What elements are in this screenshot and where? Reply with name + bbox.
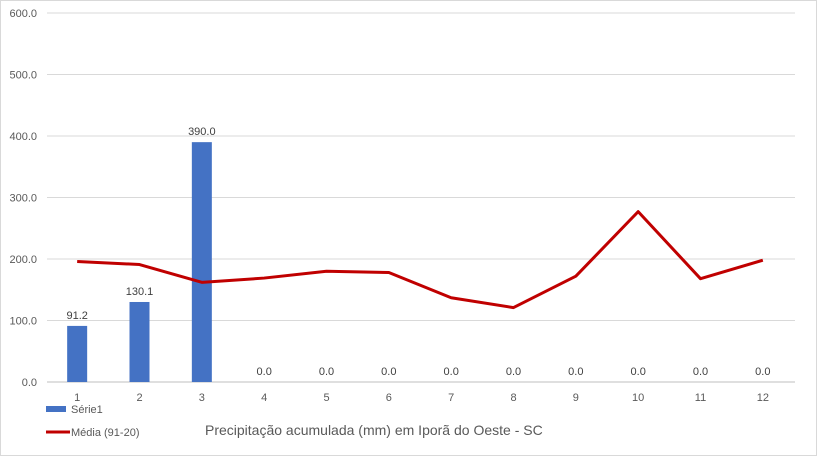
y-tick-label: 300.0 — [9, 193, 37, 205]
y-tick-label: 400.0 — [9, 131, 37, 143]
x-tick-label: 8 — [510, 392, 516, 404]
bar-data-label: 0.0 — [693, 366, 708, 378]
bar — [191, 142, 212, 382]
y-tick-label: 0.0 — [22, 377, 37, 389]
x-tick-label: 5 — [323, 392, 329, 404]
chart-caption: Precipitação acumulada (mm) em Iporã do … — [205, 422, 543, 438]
x-tick-label: 11 — [695, 392, 706, 404]
bar — [67, 325, 88, 382]
y-tick-label: 500.0 — [9, 70, 37, 82]
x-tick-label: 7 — [448, 392, 454, 404]
gridlines — [47, 12, 795, 383]
line-series-path — [77, 210, 764, 310]
y-tick-label: 200.0 — [9, 254, 37, 266]
x-tick-label: 12 — [757, 392, 769, 404]
bar-data-label: 91.2 — [66, 310, 87, 322]
bar-data-label: 390.0 — [188, 126, 216, 138]
bar-data-label: 0.0 — [506, 366, 521, 378]
bar-data-labels: 91.2 130.1 390.0 0.0 0.0 0.0 0.0 0.0 0.0 0.0 0.0 0.… — [66, 126, 770, 378]
bar-data-label: 0.0 — [631, 366, 646, 378]
y-tick-label: 600.0 — [9, 8, 37, 20]
bar-data-label: 130.1 — [126, 286, 154, 298]
bar-series — [67, 142, 212, 382]
legend-label-line: Média (91-20) — [71, 427, 139, 439]
x-tick-label: 6 — [386, 392, 392, 404]
bar-data-label: 0.0 — [444, 366, 459, 378]
x-tick-label: 2 — [136, 392, 142, 404]
bar-data-label: 0.0 — [568, 366, 583, 378]
y-axis: 0.0 100.0 200.0 300.0 400.0 500.0 600.0 — [9, 8, 37, 389]
legend-swatch-bar — [46, 406, 66, 412]
bar-data-label: 0.0 — [257, 366, 272, 378]
bar-data-label: 0.0 — [755, 366, 770, 378]
x-tick-label: 10 — [632, 392, 644, 404]
line-series — [77, 210, 764, 310]
y-tick-label: 100.0 — [9, 316, 37, 328]
bar — [129, 301, 150, 382]
legend-label-bar: Série1 — [71, 404, 103, 416]
legend: Série1 Média (91-20) — [46, 404, 139, 439]
x-axis: 1 2 3 4 5 6 7 8 9 10 11 12 — [74, 392, 769, 404]
x-tick-label: 1 — [74, 392, 80, 404]
bar-data-label: 0.0 — [319, 366, 334, 378]
x-tick-label: 3 — [199, 392, 205, 404]
x-tick-label: 4 — [261, 392, 267, 404]
bar-data-label: 0.0 — [381, 366, 396, 378]
x-tick-label: 9 — [573, 392, 579, 404]
